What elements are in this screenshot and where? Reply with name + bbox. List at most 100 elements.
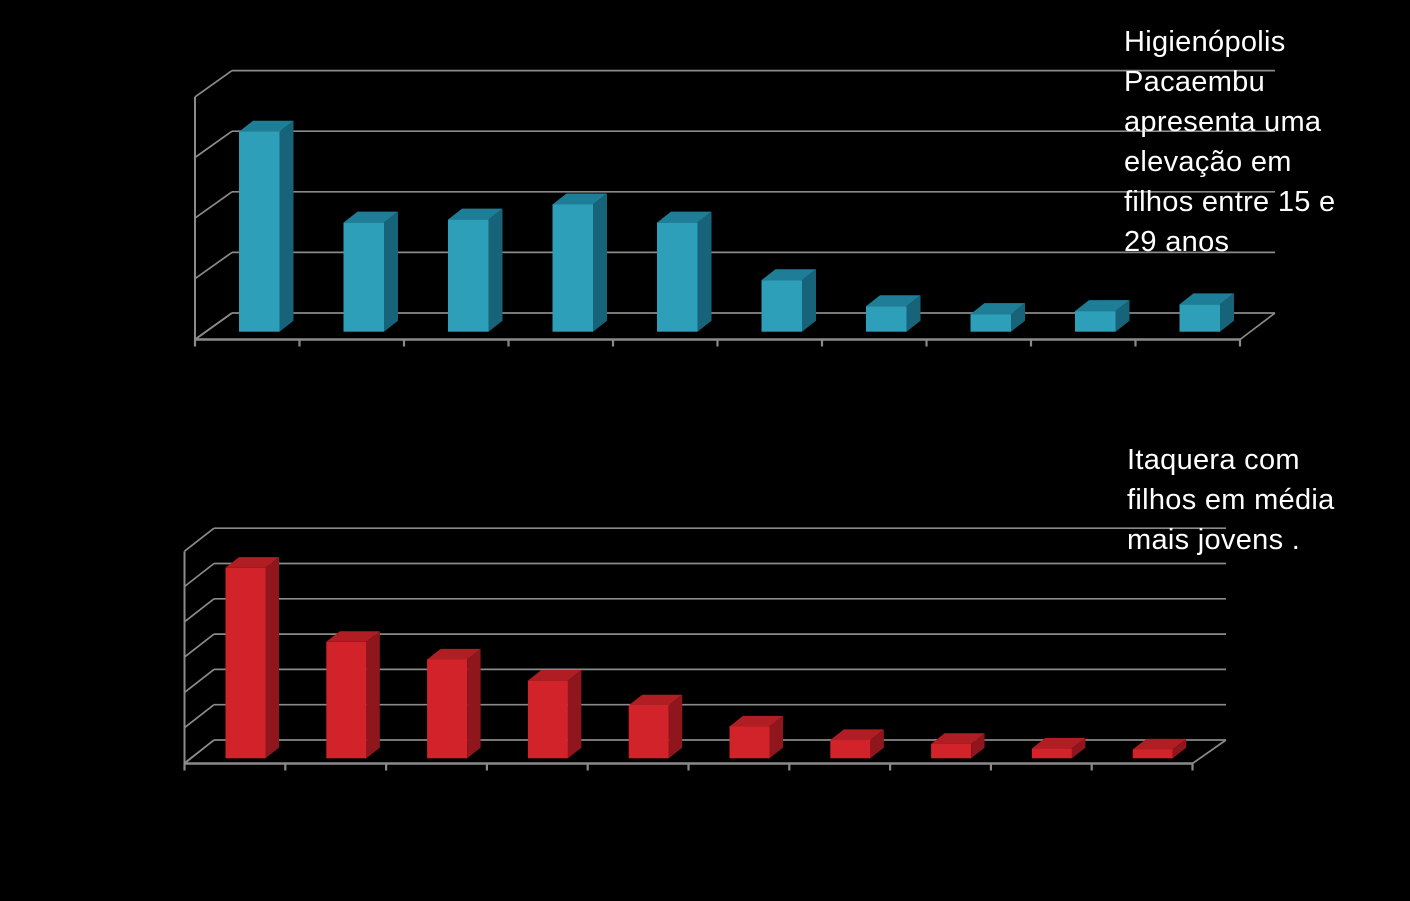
floor-left-edge bbox=[194, 312, 233, 341]
annotation-line: Higienópolis bbox=[1124, 26, 1286, 58]
bar-top-face bbox=[761, 269, 816, 281]
grid-depth-connector bbox=[183, 562, 215, 588]
bar-top-face bbox=[225, 557, 279, 568]
bar-front-face bbox=[527, 680, 568, 759]
grid-depth-connector bbox=[194, 251, 233, 280]
itaquera-chart bbox=[183, 527, 1227, 771]
bar-side-face bbox=[1011, 303, 1025, 332]
bar-top-face bbox=[866, 295, 921, 307]
annotation-itaquera: Itaquera com filhos em média mais jovens… bbox=[1127, 440, 1407, 560]
bar-top-face bbox=[1179, 293, 1234, 305]
bar-front-face bbox=[830, 739, 871, 759]
bar-front-face bbox=[225, 567, 266, 759]
bar-top-face bbox=[1132, 738, 1187, 750]
annotation-higienopolis: Higienópolis Pacaembu apresenta uma elev… bbox=[1124, 22, 1404, 262]
bar-side-face bbox=[906, 295, 921, 332]
bar-top-face bbox=[830, 729, 884, 740]
bar-top-face bbox=[1031, 737, 1086, 749]
bar-side-face bbox=[870, 729, 884, 759]
grid-depth-connector bbox=[194, 191, 233, 219]
bar bbox=[866, 295, 921, 332]
bar bbox=[326, 631, 380, 759]
bar-front-face bbox=[1132, 749, 1173, 759]
bar bbox=[628, 694, 683, 759]
bar-side-face bbox=[769, 715, 783, 759]
bar-front-face bbox=[239, 131, 280, 332]
bar-front-face bbox=[448, 219, 489, 332]
bar-top-face bbox=[552, 193, 607, 205]
bar bbox=[239, 120, 294, 332]
bar-top-face bbox=[239, 120, 294, 132]
bar-front-face bbox=[866, 306, 907, 332]
bar bbox=[1031, 737, 1086, 759]
bar-front-face bbox=[628, 705, 669, 759]
bar-front-face bbox=[1179, 304, 1220, 332]
grid-depth-connector bbox=[183, 633, 215, 658]
floor-right-edge bbox=[1192, 739, 1227, 765]
bar bbox=[448, 208, 503, 332]
bar bbox=[830, 729, 884, 759]
grid-depth-connector bbox=[194, 69, 233, 98]
bar-front-face bbox=[1075, 311, 1116, 332]
bar bbox=[527, 670, 582, 759]
bar-front-face bbox=[657, 222, 698, 332]
bar-top-face bbox=[657, 211, 712, 223]
grid-depth-connector bbox=[183, 527, 215, 552]
bar bbox=[1132, 738, 1187, 759]
bar-top-face bbox=[326, 631, 380, 642]
bar-side-face bbox=[567, 670, 582, 759]
bar-front-face bbox=[343, 222, 384, 332]
bar bbox=[657, 211, 712, 332]
bar bbox=[225, 557, 279, 759]
bar-top-face bbox=[343, 211, 398, 223]
bar bbox=[970, 303, 1025, 332]
annotation-line: filhos entre 15 e bbox=[1124, 186, 1336, 218]
bar bbox=[343, 211, 398, 332]
bar-top-face bbox=[970, 303, 1025, 315]
bar-top-face bbox=[628, 694, 683, 706]
bar bbox=[427, 648, 481, 759]
bar-top-face bbox=[448, 208, 503, 220]
bar-top-face bbox=[527, 670, 582, 681]
bar-top-face bbox=[427, 648, 481, 660]
floor-left-edge bbox=[183, 739, 215, 765]
bar-front-face bbox=[761, 280, 802, 332]
bar-front-face bbox=[1031, 748, 1072, 759]
annotation-line: 29 anos bbox=[1124, 226, 1230, 258]
bar-side-face bbox=[697, 211, 712, 332]
bar-front-face bbox=[931, 743, 972, 759]
higienopolis-pacaembu-chart bbox=[193, 69, 1276, 347]
annotation-line: Pacaembu bbox=[1124, 66, 1266, 98]
bar-front-face bbox=[729, 726, 770, 759]
bar-side-face bbox=[488, 208, 503, 332]
bar-front-face bbox=[970, 314, 1011, 332]
bar-side-face bbox=[1220, 293, 1234, 332]
annotation-line: mais jovens . bbox=[1127, 524, 1301, 556]
bar-side-face bbox=[802, 269, 816, 332]
grid-depth-connector bbox=[183, 598, 215, 623]
grid-depth-connector bbox=[183, 704, 215, 729]
annotation-line: elevação em bbox=[1124, 146, 1292, 178]
bar-side-face bbox=[971, 733, 985, 759]
bar-side-face bbox=[593, 193, 607, 332]
bar-top-face bbox=[931, 733, 985, 744]
bar-side-face bbox=[366, 631, 380, 759]
bar-front-face bbox=[427, 659, 468, 759]
bar-side-face bbox=[1172, 738, 1187, 759]
bar-side-face bbox=[384, 211, 398, 332]
bar-side-face bbox=[467, 648, 481, 759]
annotation-line: apresenta uma bbox=[1124, 106, 1322, 138]
bar-side-face bbox=[668, 694, 683, 759]
bar bbox=[931, 733, 985, 759]
bar bbox=[1179, 293, 1234, 332]
bar-side-face bbox=[1071, 737, 1086, 759]
grid-depth-connector bbox=[183, 668, 215, 694]
bar-side-face bbox=[279, 120, 294, 332]
grid-depth-connector bbox=[194, 130, 233, 159]
bar bbox=[1075, 300, 1130, 332]
bar bbox=[761, 269, 816, 332]
bar-front-face bbox=[552, 204, 593, 332]
bar-top-face bbox=[729, 715, 783, 727]
